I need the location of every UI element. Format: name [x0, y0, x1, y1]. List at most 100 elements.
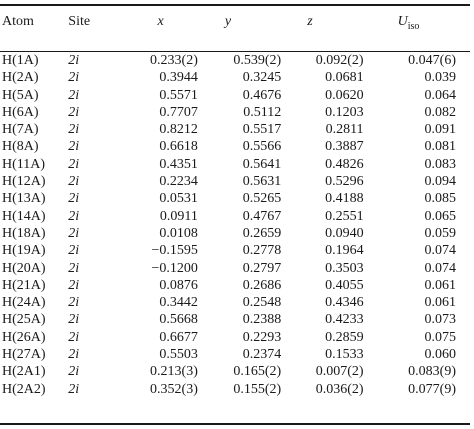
cell-y: 0.2374 [242, 347, 282, 363]
cell-z: 0.4055 [325, 277, 364, 293]
table-row: H(12A) 2i 0.2234 0.5631 0.5296 0.094 [0, 173, 470, 190]
cell-atom: H(24A) [2, 295, 46, 311]
cell-u-iso: 0.094 [424, 174, 457, 190]
cell-site: 2i [68, 312, 80, 328]
cell-x: 0.0531 [159, 191, 198, 207]
cell-atom: H(19A) [2, 243, 46, 259]
table-row: H(2A2) 2i 0.352(3) 0.155(2) 0.036(2) 0.077(9) [0, 381, 470, 398]
cell-x: 0.8212 [159, 122, 198, 138]
table-row: H(11A) 2i 0.4351 0.5641 0.4826 0.083 [0, 156, 470, 173]
cell-y: 0.5641 [242, 156, 282, 172]
cell-z: 0.2811 [325, 122, 364, 138]
cell-x: 0.6677 [159, 329, 198, 345]
cell-site: 2i [68, 364, 80, 380]
table-row: H(26A) 2i 0.6677 0.2293 0.2859 0.075 [0, 329, 470, 346]
table-row: H(8A) 2i 0.6618 0.5566 0.3887 0.081 [0, 138, 470, 155]
cell-site: 2i [68, 260, 80, 276]
cell-y: 0.3245 [242, 70, 282, 86]
table-row: H(19A) 2i −0.1595 0.2778 0.1964 0.074 [0, 242, 470, 259]
cell-site: 2i [68, 53, 80, 68]
cell-atom: H(6A) [2, 104, 39, 120]
cell-site: 2i [68, 295, 80, 311]
cell-x: 0.6618 [159, 139, 198, 155]
cell-atom: H(12A) [2, 174, 46, 190]
cell-atom: H(1A) [2, 53, 39, 68]
cell-z: 0.0681 [325, 70, 364, 86]
cell-site: 2i [68, 347, 80, 363]
cell-site: 2i [68, 191, 80, 207]
header-u-sub: iso [407, 20, 420, 32]
cell-y: 0.4767 [242, 208, 282, 224]
cell-atom: H(8A) [2, 139, 39, 155]
cell-atom: H(7A) [2, 122, 39, 138]
header-x: x [157, 14, 164, 29]
cell-site: 2i [68, 174, 80, 190]
cell-y: 0.2388 [242, 312, 282, 328]
cell-site: 2i [68, 381, 80, 397]
cell-x: 0.3944 [159, 70, 198, 86]
cell-atom: H(21A) [2, 277, 46, 293]
cell-z: 0.4233 [325, 312, 364, 328]
table-row: H(1A) 2i 0.233(2) 0.539(2) 0.092(2) 0.047(6) [0, 48, 470, 69]
cell-x: 0.0108 [159, 225, 198, 241]
header-atom: Atom [2, 14, 34, 29]
cell-y: 0.2293 [242, 329, 282, 345]
cell-u-iso: 0.091 [424, 122, 457, 138]
table-row: H(18A) 2i 0.0108 0.2659 0.0940 0.059 [0, 225, 470, 242]
table-row: H(21A) 2i 0.0876 0.2686 0.4055 0.061 [0, 277, 470, 294]
table-row: H(7A) 2i 0.8212 0.5517 0.2811 0.091 [0, 121, 470, 138]
cell-z: 0.092(2) [315, 53, 364, 68]
cell-z: 0.4346 [325, 295, 364, 311]
cell-atom: H(18A) [2, 225, 46, 241]
cell-u-iso: 0.061 [424, 295, 457, 311]
cell-u-iso: 0.060 [424, 347, 457, 363]
cell-z: 0.1964 [325, 243, 364, 259]
cell-u-iso: 0.061 [424, 277, 457, 293]
cell-y: 0.4676 [242, 87, 282, 103]
cell-x: 0.3442 [159, 295, 198, 311]
cell-site: 2i [68, 122, 80, 138]
cell-site: 2i [68, 70, 80, 86]
cell-x: 0.5668 [159, 312, 198, 328]
cell-z: 0.007(2) [315, 364, 364, 380]
cell-x: 0.2234 [159, 174, 198, 190]
table-row: H(6A) 2i 0.7707 0.5112 0.1203 0.082 [0, 104, 470, 121]
table-header: Atom Site x y z Uiso [0, 12, 470, 48]
header-u-main: U [397, 14, 408, 29]
cell-site: 2i [68, 208, 80, 224]
cell-y: 0.2686 [242, 277, 282, 293]
cell-atom: H(20A) [2, 260, 46, 276]
cell-atom: H(13A) [2, 191, 46, 207]
cell-atom: H(2A) [2, 70, 39, 86]
cell-u-iso: 0.083(9) [408, 364, 456, 380]
cell-y: 0.2778 [242, 243, 282, 259]
header-site: Site [68, 14, 91, 29]
table-row: H(2A) 2i 0.3944 0.3245 0.0681 0.039 [0, 69, 470, 86]
cell-z: 0.0620 [325, 87, 364, 103]
cell-u-iso: 0.075 [424, 329, 457, 345]
cell-z: 0.1203 [325, 104, 364, 120]
cell-x: 0.233(2) [150, 53, 198, 68]
cell-atom: H(2A2) [2, 381, 46, 397]
cell-y: 0.5265 [242, 191, 282, 207]
table-top-rule [0, 4, 470, 6]
table-row: H(25A) 2i 0.5668 0.2388 0.4233 0.073 [0, 311, 470, 328]
cell-z: 0.2859 [325, 329, 364, 345]
table-row: H(27A) 2i 0.5503 0.2374 0.1533 0.060 [0, 346, 470, 363]
cell-x: 0.5503 [159, 347, 198, 363]
cell-site: 2i [68, 277, 80, 293]
cell-x: 0.5571 [159, 87, 198, 103]
cell-z: 0.4826 [325, 156, 364, 172]
cell-z: 0.3887 [325, 139, 364, 155]
cell-u-iso: 0.077(9) [408, 381, 456, 397]
header-row: Atom Site x y z Uiso [0, 12, 470, 48]
cell-u-iso: 0.081 [424, 139, 457, 155]
cell-atom: H(14A) [2, 208, 46, 224]
cell-z: 0.0940 [325, 225, 364, 241]
cell-u-iso: 0.064 [424, 87, 457, 103]
cell-site: 2i [68, 329, 80, 345]
table-row: H(2A1) 2i 0.213(3) 0.165(2) 0.007(2) 0.083(9) [0, 363, 470, 380]
cell-x: −0.1595 [151, 243, 198, 259]
cell-u-iso: 0.083 [424, 156, 457, 172]
cell-z: 0.2551 [325, 208, 364, 224]
